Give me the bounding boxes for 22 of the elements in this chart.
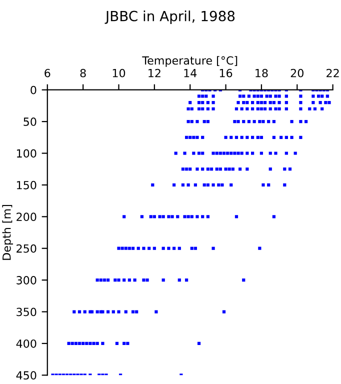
y-tick-label: 450 <box>16 371 36 380</box>
x-tick-label: 8 <box>80 68 86 78</box>
x-tick-label: 14 <box>184 69 197 78</box>
y-tick-label: 350 <box>16 308 36 316</box>
y-tick-label: 100 <box>16 149 36 158</box>
x-tick-label: 12 <box>148 68 160 78</box>
y-tick-label: 300 <box>16 276 36 284</box>
y-axis-title: Depth [m] <box>2 205 13 260</box>
y-tick-label: 400 <box>16 339 36 348</box>
x-tick-label: 20 <box>290 68 304 78</box>
x-tick-label: 6 <box>44 68 50 78</box>
y-tick-label: 250 <box>16 244 36 253</box>
chart-title: JBBC in April, 1988 <box>104 10 235 24</box>
x-axis-title: Temperature [°C] <box>142 56 238 67</box>
y-tick-label: 50 <box>24 118 36 126</box>
y-tick-label: 200 <box>16 212 36 222</box>
y-tick-label: 150 <box>16 180 36 190</box>
y-tick-label: 0 <box>30 86 36 94</box>
x-tick-label: 10 <box>112 68 126 78</box>
x-tick-label: 22 <box>326 68 339 78</box>
x-tick-label: 16 <box>220 68 232 78</box>
x-tick-label: 18 <box>256 68 268 78</box>
